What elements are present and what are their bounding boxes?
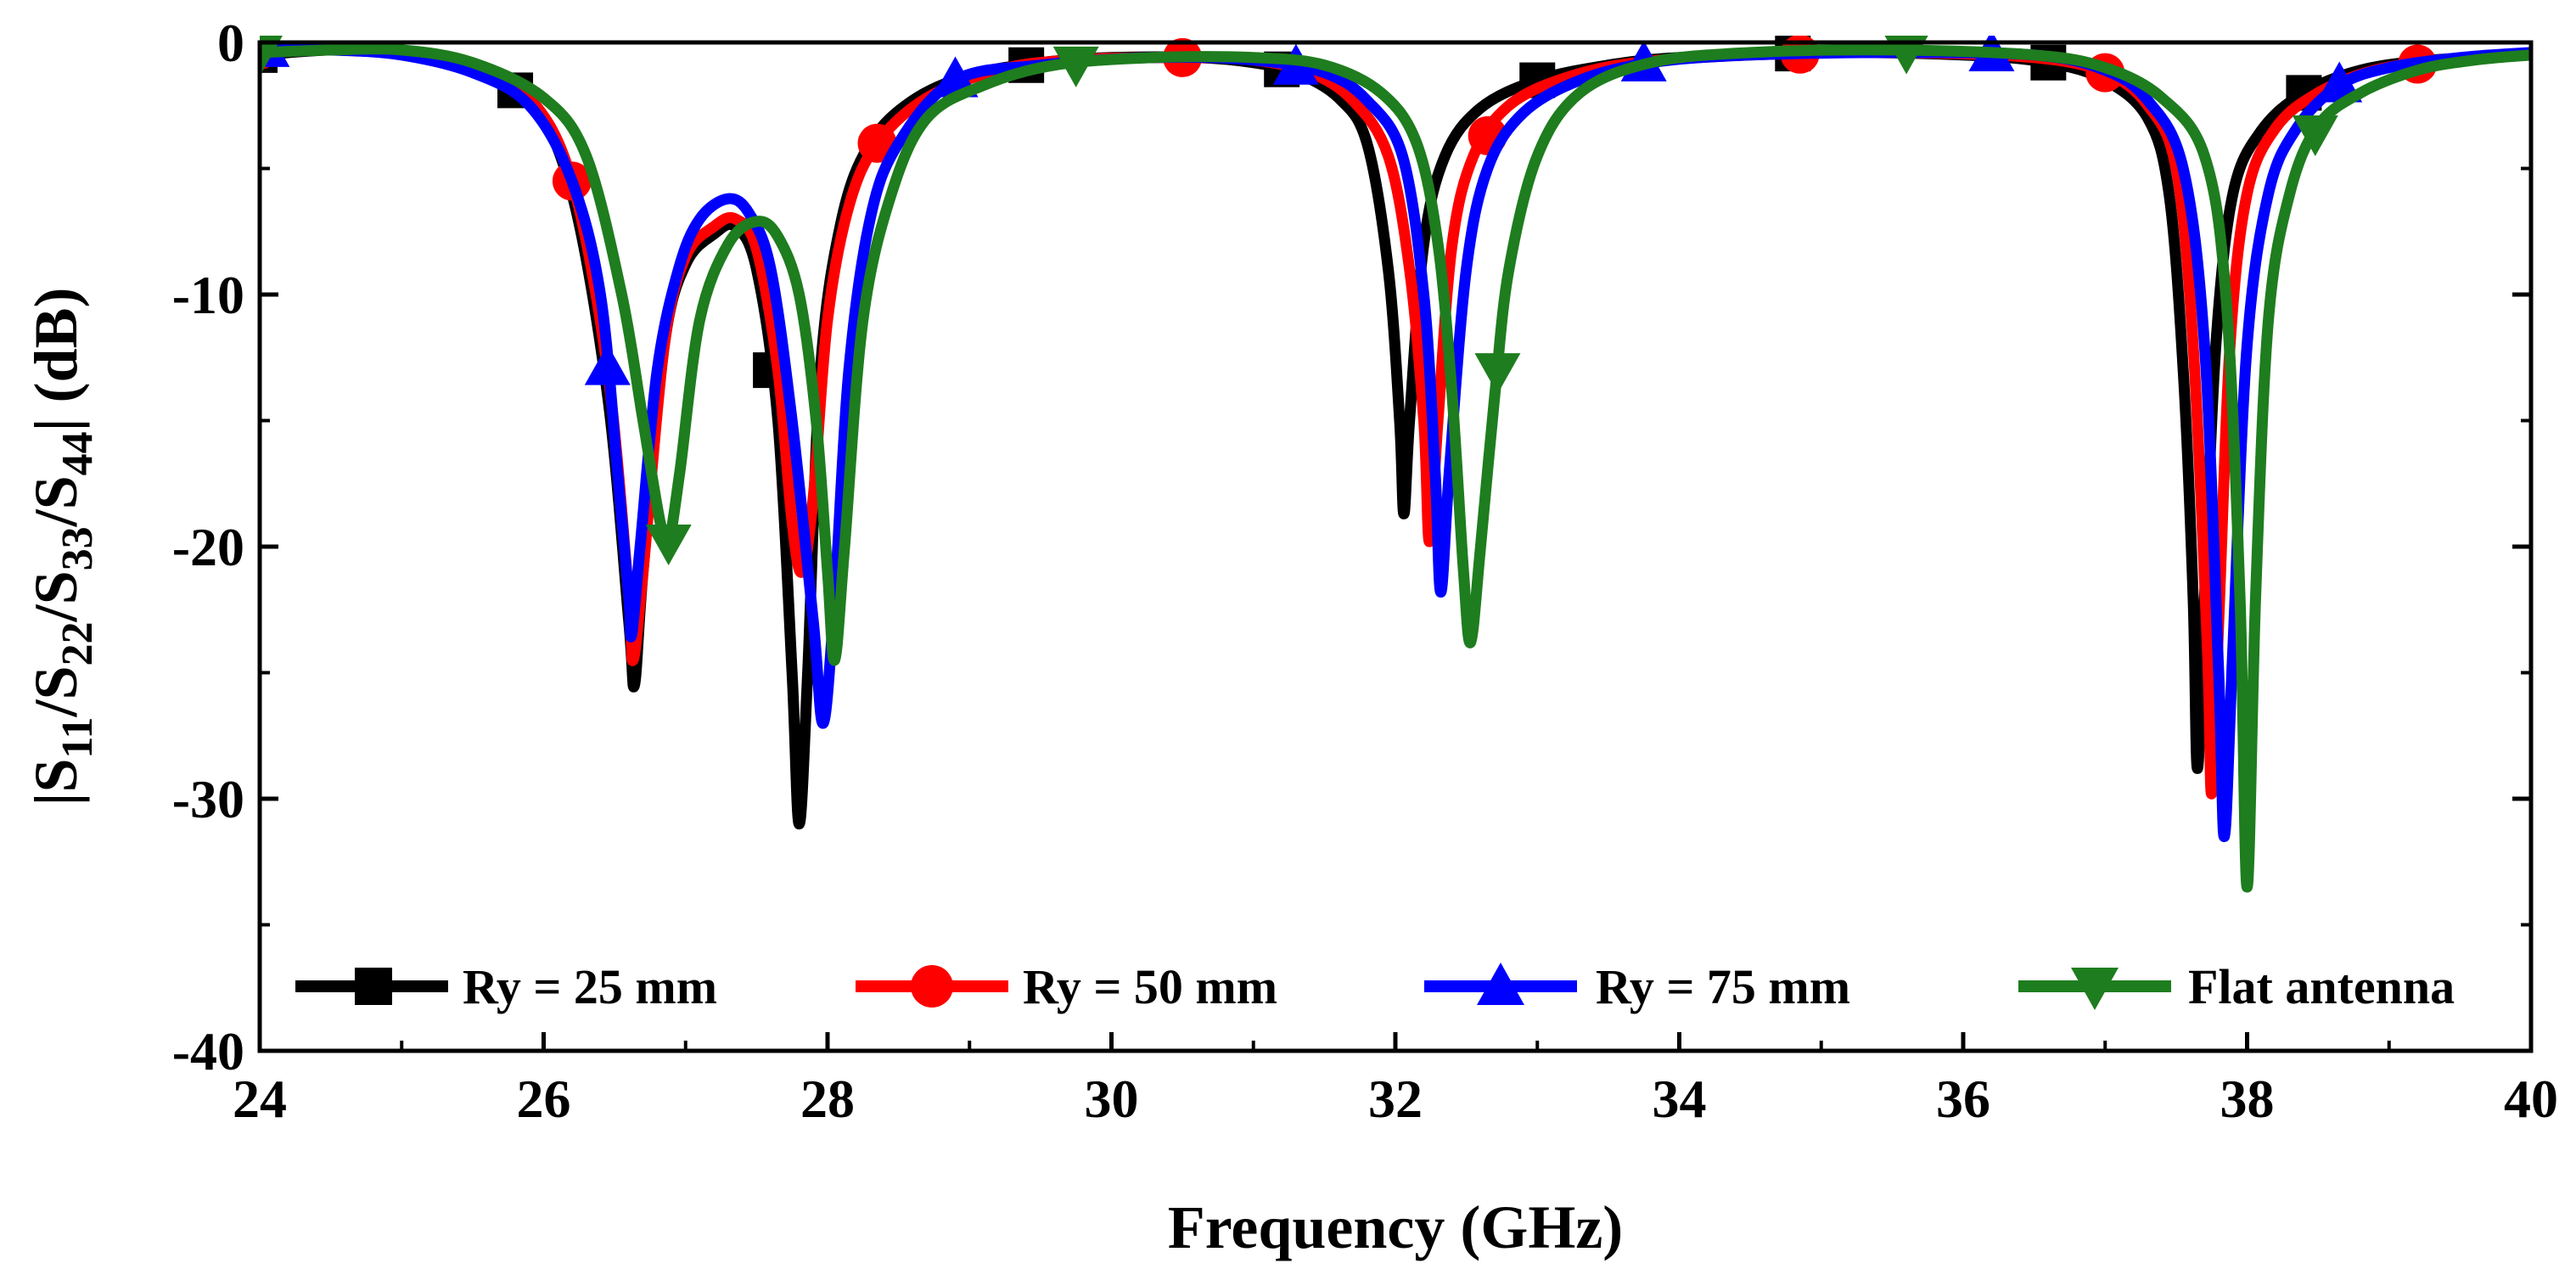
- legend-item-flat-antenna: Flat antenna: [2018, 959, 2455, 1014]
- series-line-ry-75-mm: [260, 43, 2531, 843]
- x-tick-label: 38: [2220, 1069, 2275, 1129]
- series-line-flat-antenna: [260, 43, 2531, 893]
- x-tick-label: 40: [2504, 1069, 2558, 1129]
- y-tick-label: -30: [172, 769, 244, 829]
- series-flat-antenna: [260, 36, 2531, 893]
- x-tick-label: 28: [800, 1069, 855, 1129]
- legend-item-ry-75: Ry = 75 mm: [1424, 959, 1850, 1014]
- x-tick-label: 32: [1368, 1069, 1423, 1129]
- y-tick-label: -40: [172, 1021, 244, 1081]
- data-point-flat-antenna: [1884, 36, 1928, 75]
- data-point-flat-antenna: [645, 525, 692, 566]
- legend-marker-triangle-up: [1477, 963, 1524, 1005]
- legend-item-ry-50: Ry = 50 mm: [856, 959, 1277, 1014]
- x-axis-title: Frequency (GHz): [1168, 1193, 1624, 1261]
- data-point-flat-antenna: [1052, 46, 1099, 87]
- series-layer: [260, 36, 2531, 893]
- legend-label-ry-50: Ry = 50 mm: [1023, 959, 1277, 1014]
- x-axis: 24 26 28 30 32 34 36 38 40: [233, 1032, 2558, 1129]
- legend-item-ry-25: Ry = 25 mm: [295, 959, 717, 1014]
- data-point-flat-antenna: [2292, 115, 2338, 157]
- legend-label-ry-25: Ry = 25 mm: [463, 959, 717, 1014]
- y-tick-label: -10: [172, 265, 244, 325]
- x-tick-label: 34: [1653, 1069, 1707, 1129]
- data-point-flat-antenna: [260, 36, 283, 76]
- x-tick-label: 36: [1936, 1069, 1990, 1129]
- data-point-flat-antenna: [1474, 353, 1521, 395]
- y-axis: 0 -10 -20 -30 -40: [172, 13, 2531, 1081]
- legend-label-flat-antenna: Flat antenna: [2188, 959, 2455, 1014]
- x-tick-label: 26: [517, 1069, 571, 1129]
- legend-marker-square: [355, 968, 392, 1005]
- data-point-ry-75-mm: [584, 344, 631, 385]
- y-axis-title: |S11/S22/S33/S44| (dB): [22, 287, 102, 806]
- plot-area: [257, 36, 2534, 1053]
- x-tick-label: 30: [1085, 1069, 1139, 1129]
- legend: Ry = 25 mm Ry = 50 mm Ry = 75 mm Flat an…: [295, 959, 2455, 1014]
- x-tick-label: 24: [233, 1069, 287, 1129]
- legend-marker-triangle-down: [2071, 968, 2119, 1010]
- legend-label-ry-75: Ry = 75 mm: [1596, 959, 1850, 1014]
- y-tick-label: -20: [172, 517, 244, 577]
- legend-marker-circle: [911, 965, 953, 1008]
- y-tick-label: 0: [217, 13, 244, 73]
